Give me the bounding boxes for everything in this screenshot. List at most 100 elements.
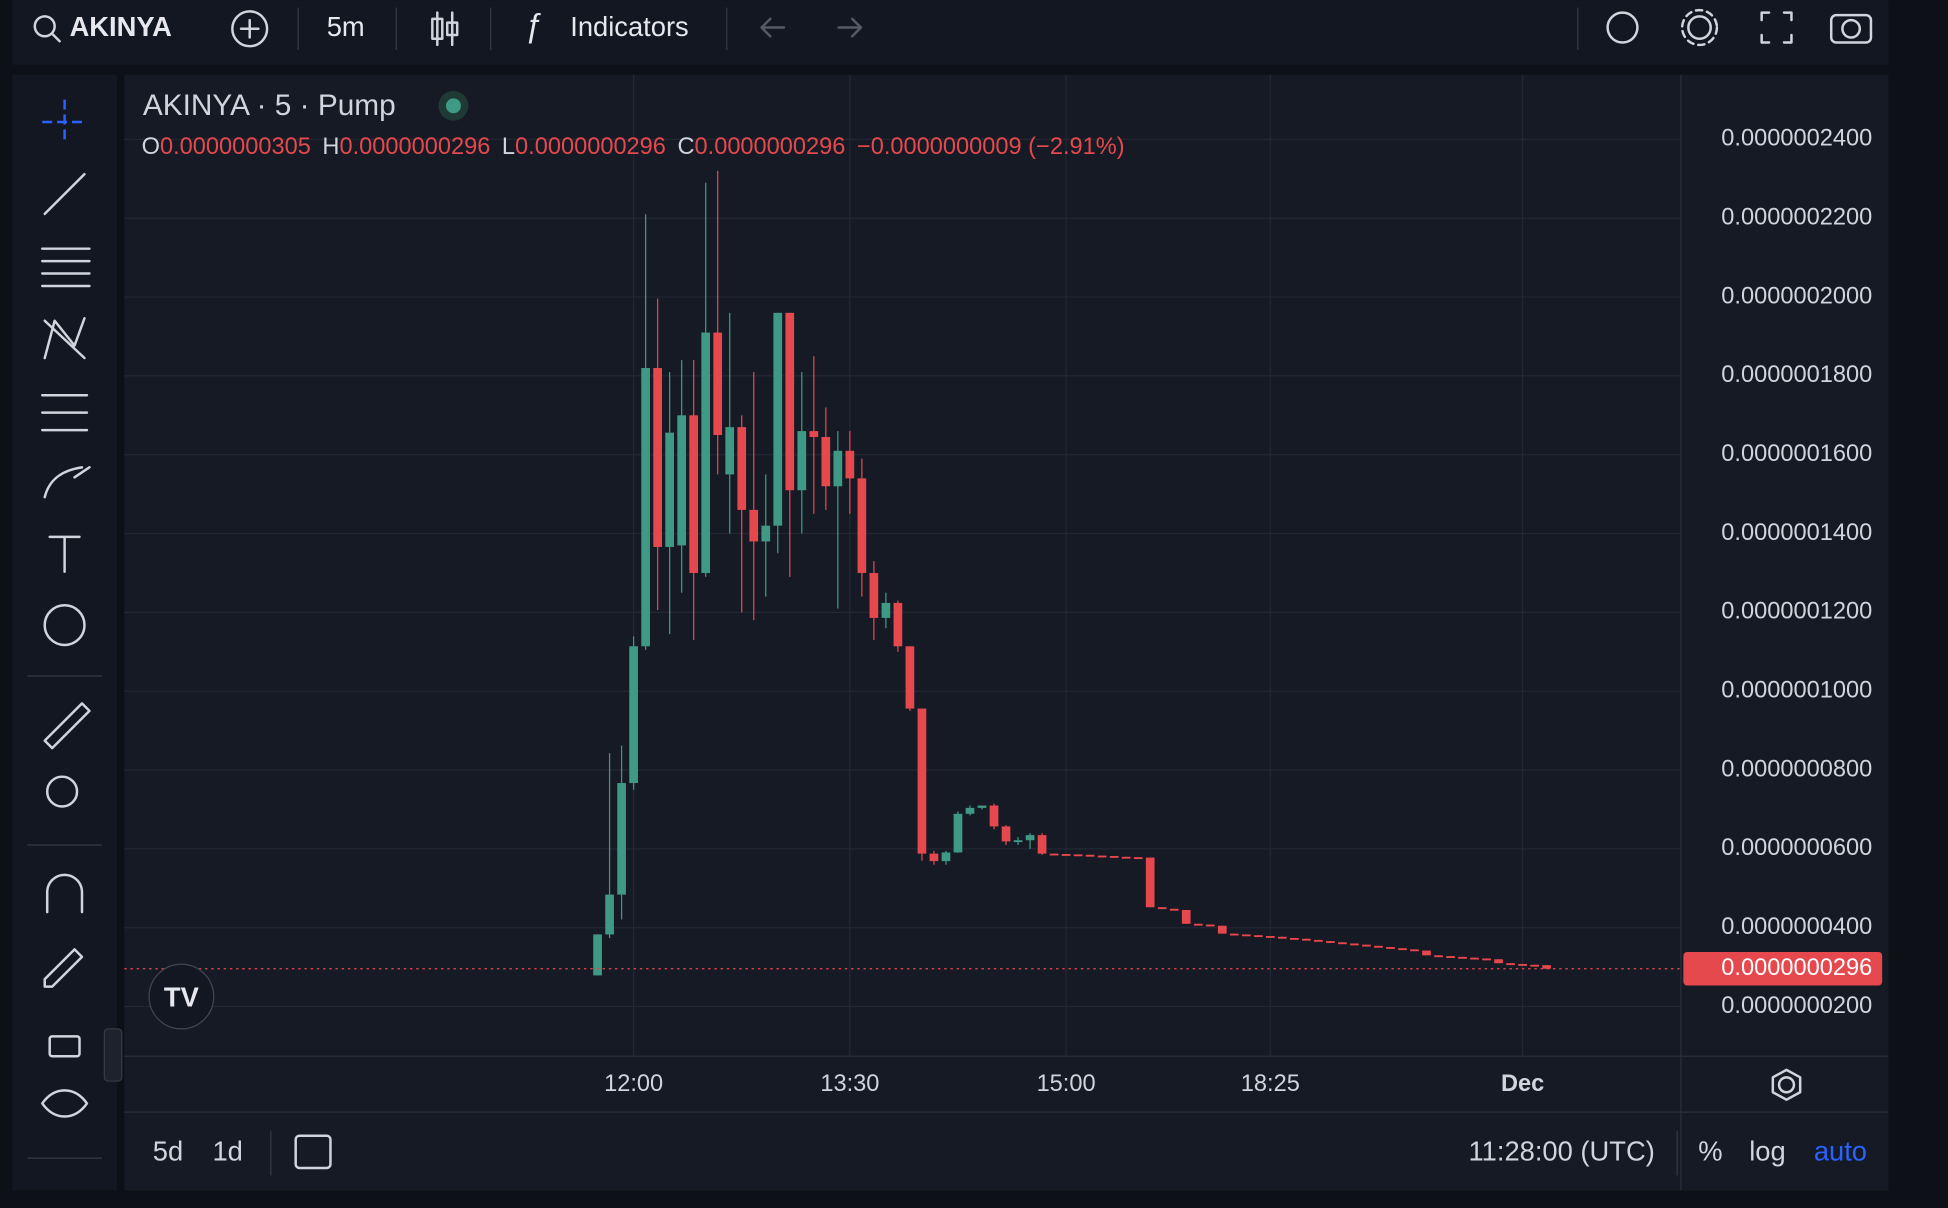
candle-body [1097,855,1107,858]
crosshair-tool[interactable] [42,99,87,145]
auto-button[interactable]: auto [1814,1135,1867,1166]
ruler-tool[interactable] [43,702,91,750]
x-tick-label: 13:30 [820,1071,879,1097]
candle-body [677,415,687,546]
lock-drawings-tool[interactable] [43,948,84,988]
y-tick-label: 0.0000000400 [1721,914,1872,940]
candle-body [1061,854,1071,856]
candle-body [749,509,759,542]
candle-body [1398,948,1407,951]
projection-tool[interactable] [40,394,89,432]
axis-settings[interactable] [1777,1076,1796,1094]
candle-body [713,332,723,436]
chart-panel [124,74,1889,1191]
candle-body [1410,949,1419,952]
candle-body [617,783,626,895]
camera-lens [1841,18,1862,39]
candle-body [1025,835,1035,841]
candle-body [1049,853,1059,856]
hide-tool[interactable] [40,1089,89,1118]
screenshot-button[interactable] [1829,13,1873,44]
candle-body [1350,943,1359,946]
candle-body [761,525,771,542]
interval-button[interactable]: 5m [327,11,365,42]
candle-body [1193,923,1203,926]
candle-body [665,432,674,547]
candle-body [1374,945,1383,948]
clock[interactable]: 11:28:00 (UTC) [1468,1135,1654,1166]
emoji-tool[interactable] [43,604,86,647]
y-tick-label: 0.0000002000 [1721,283,1872,309]
candle-body [1145,857,1155,908]
candle-body [593,934,602,976]
lock-tool[interactable] [48,1035,81,1058]
candle-body [989,805,999,827]
candle-body [1169,908,1179,911]
candle-body [1338,942,1347,945]
candle-body [773,312,783,526]
grid [124,74,1681,1057]
settings-gear [1680,8,1719,47]
candle-body [1482,958,1491,961]
chart-title: AKINYA · 5 · Pump [143,89,396,122]
candle-body [869,572,879,618]
zoom-tool[interactable] [45,775,79,808]
add-symbol-button[interactable] [231,10,269,48]
candle-body [1037,835,1047,854]
tradingview-logo[interactable] [148,963,215,1030]
candle-body [737,427,747,510]
candle-body [1422,950,1431,956]
ohlc-header: O0.0000000305 H0.0000000296 L0.000000029… [142,134,1125,160]
fullscreen-button[interactable] [1760,11,1793,44]
candle-body [905,646,915,709]
candle-body [1085,854,1095,857]
magnet-tool[interactable] [45,873,84,914]
candle-body [785,312,795,491]
settings-button[interactable] [1687,15,1712,40]
candle-body [641,368,650,647]
pattern-tool[interactable] [43,317,86,360]
redo-button[interactable] [837,17,863,38]
log-button[interactable]: log [1749,1135,1785,1166]
y-tick-label: 0.0000001200 [1721,599,1872,625]
search-icon[interactable] [33,15,56,38]
candle-body [629,646,638,784]
candle-body [1001,826,1011,842]
candle-body [1181,909,1191,924]
indicators-button[interactable]: Indicators [570,11,688,42]
candle-body [809,431,819,437]
candle-body [1506,963,1515,966]
text-tool[interactable] [48,535,81,573]
candle-body [1434,955,1443,958]
brush-tool[interactable] [43,466,91,499]
candle-body [1265,935,1275,938]
y-tick-label: 0.0000001400 [1721,520,1872,546]
candle-body [1530,964,1539,967]
candle-body [821,436,831,487]
collapse-toolbar[interactable] [103,1028,123,1082]
candle-body [1314,939,1323,942]
candle-body [1494,959,1503,964]
logo-mark: TV [164,981,200,1012]
goto-date-button[interactable] [294,1134,332,1170]
y-tick-label: 0.0000001600 [1721,441,1872,467]
symbol[interactable]: AKINYA [70,11,173,42]
candle-body [845,450,855,479]
y-tick-label: 0.0000002400 [1721,126,1872,152]
alert-button[interactable] [1606,11,1639,44]
candle-body [1217,925,1227,934]
fib-tool[interactable] [40,247,91,288]
ohlc-value: 0.0000000296 [339,134,490,160]
candles [124,170,1681,976]
percent-button[interactable]: % [1698,1135,1722,1166]
undo-button[interactable] [760,17,786,38]
range-button[interactable]: 5d [153,1135,183,1166]
x-tick-label: Dec [1501,1071,1544,1097]
y-tick-label: 0.0000001000 [1721,677,1872,703]
ohlc-change: −0.0000000009 (−2.91%) [857,134,1125,160]
chart-type-button[interactable] [431,11,459,47]
range-button[interactable]: 1d [212,1135,242,1166]
x-tick-label: 12:00 [604,1071,663,1097]
trend-line-tool[interactable] [43,172,86,216]
candle-body [1277,936,1287,939]
